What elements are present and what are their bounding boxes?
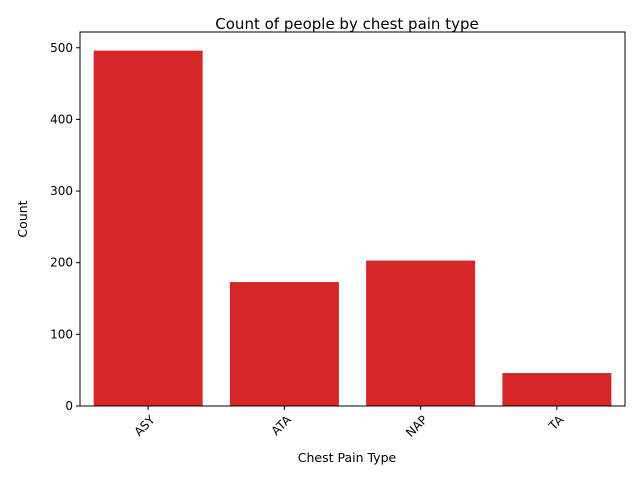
x-tick-label-nap: NAP <box>403 413 430 440</box>
plot-area <box>93 50 612 406</box>
y-axis-label: Count <box>15 200 30 237</box>
x-tick-label-ta: TA <box>546 412 567 433</box>
y-tick-label-200: 200 <box>50 256 73 270</box>
x-tick-label-asy: ASY <box>131 412 158 439</box>
chart-title: Count of people by chest pain type <box>215 15 478 33</box>
y-tick-label-500: 500 <box>50 41 73 55</box>
y-tick-label-100: 100 <box>50 327 73 341</box>
bar-ta <box>502 373 612 406</box>
x-axis-label: Chest Pain Type <box>298 450 397 465</box>
x-axis: ASY ATA NAP TA <box>131 406 567 440</box>
y-tick-label-0: 0 <box>65 399 73 413</box>
y-tick-label-300: 300 <box>50 184 73 198</box>
bar-nap <box>366 260 476 406</box>
plot-frame <box>79 31 626 407</box>
y-tick-label-400: 400 <box>50 112 73 126</box>
y-axis: 0 100 200 300 400 500 <box>50 41 80 413</box>
bar-ata <box>229 282 339 406</box>
bar-asy <box>93 50 203 406</box>
x-tick-label-ata: ATA <box>269 412 295 438</box>
